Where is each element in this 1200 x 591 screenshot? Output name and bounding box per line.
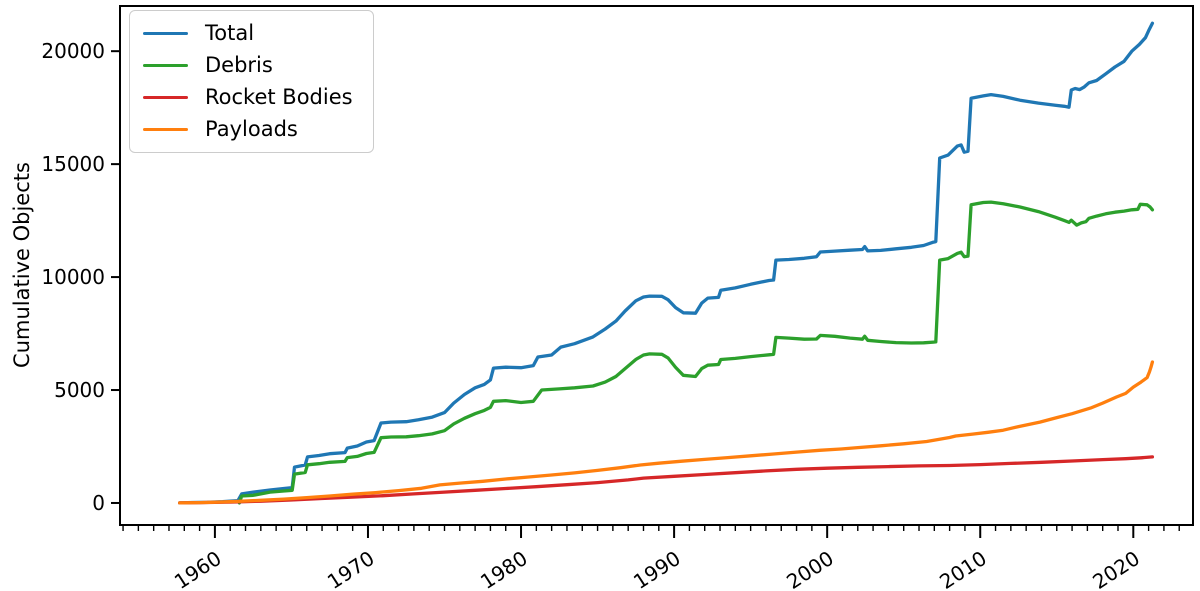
y-axis-label: Cumulative Objects [10,162,34,368]
debris-line-swatch [143,63,188,68]
y-tick-label: 0 [92,491,105,515]
series-line-rocket-bodies [178,455,1155,505]
series-line-debris [237,200,1155,505]
legend-item-rocket-bodies: Rocket Bodies [143,86,353,109]
series-line-total [178,21,1155,505]
x-tick-label: 2000 [782,546,838,591]
x-tick-label: 1980 [476,546,532,591]
x-tick-label: 1970 [323,546,379,591]
payloads-line-swatch [143,127,188,132]
legend-label-debris: Debris [205,53,273,77]
legend-label-payloads: Payloads [205,117,298,141]
legend-item-total: Total [143,22,353,45]
legend: Total Debris Rocket Bodies Payloads [129,10,374,153]
x-tick-label: 1960 [170,546,226,591]
plot-area-border [119,5,1194,526]
x-tick-label: 2020 [1088,546,1144,591]
legend-item-payloads: Payloads [143,118,353,141]
legend-label-rocket-bodies: Rocket Bodies [205,85,353,109]
legend-item-debris: Debris [143,54,353,77]
x-tick-label: 2010 [935,546,991,591]
rocket-bodies-line-swatch [143,95,188,100]
y-tick-label: 15000 [41,152,105,176]
legend-label-total: Total [205,21,255,45]
total-line-swatch [143,31,188,36]
y-tick-label: 20000 [41,39,105,63]
x-tick-label: 1990 [629,546,685,591]
y-tick-label: 10000 [41,265,105,289]
y-tick-label: 5000 [54,378,105,402]
series-line-payloads [178,360,1155,505]
